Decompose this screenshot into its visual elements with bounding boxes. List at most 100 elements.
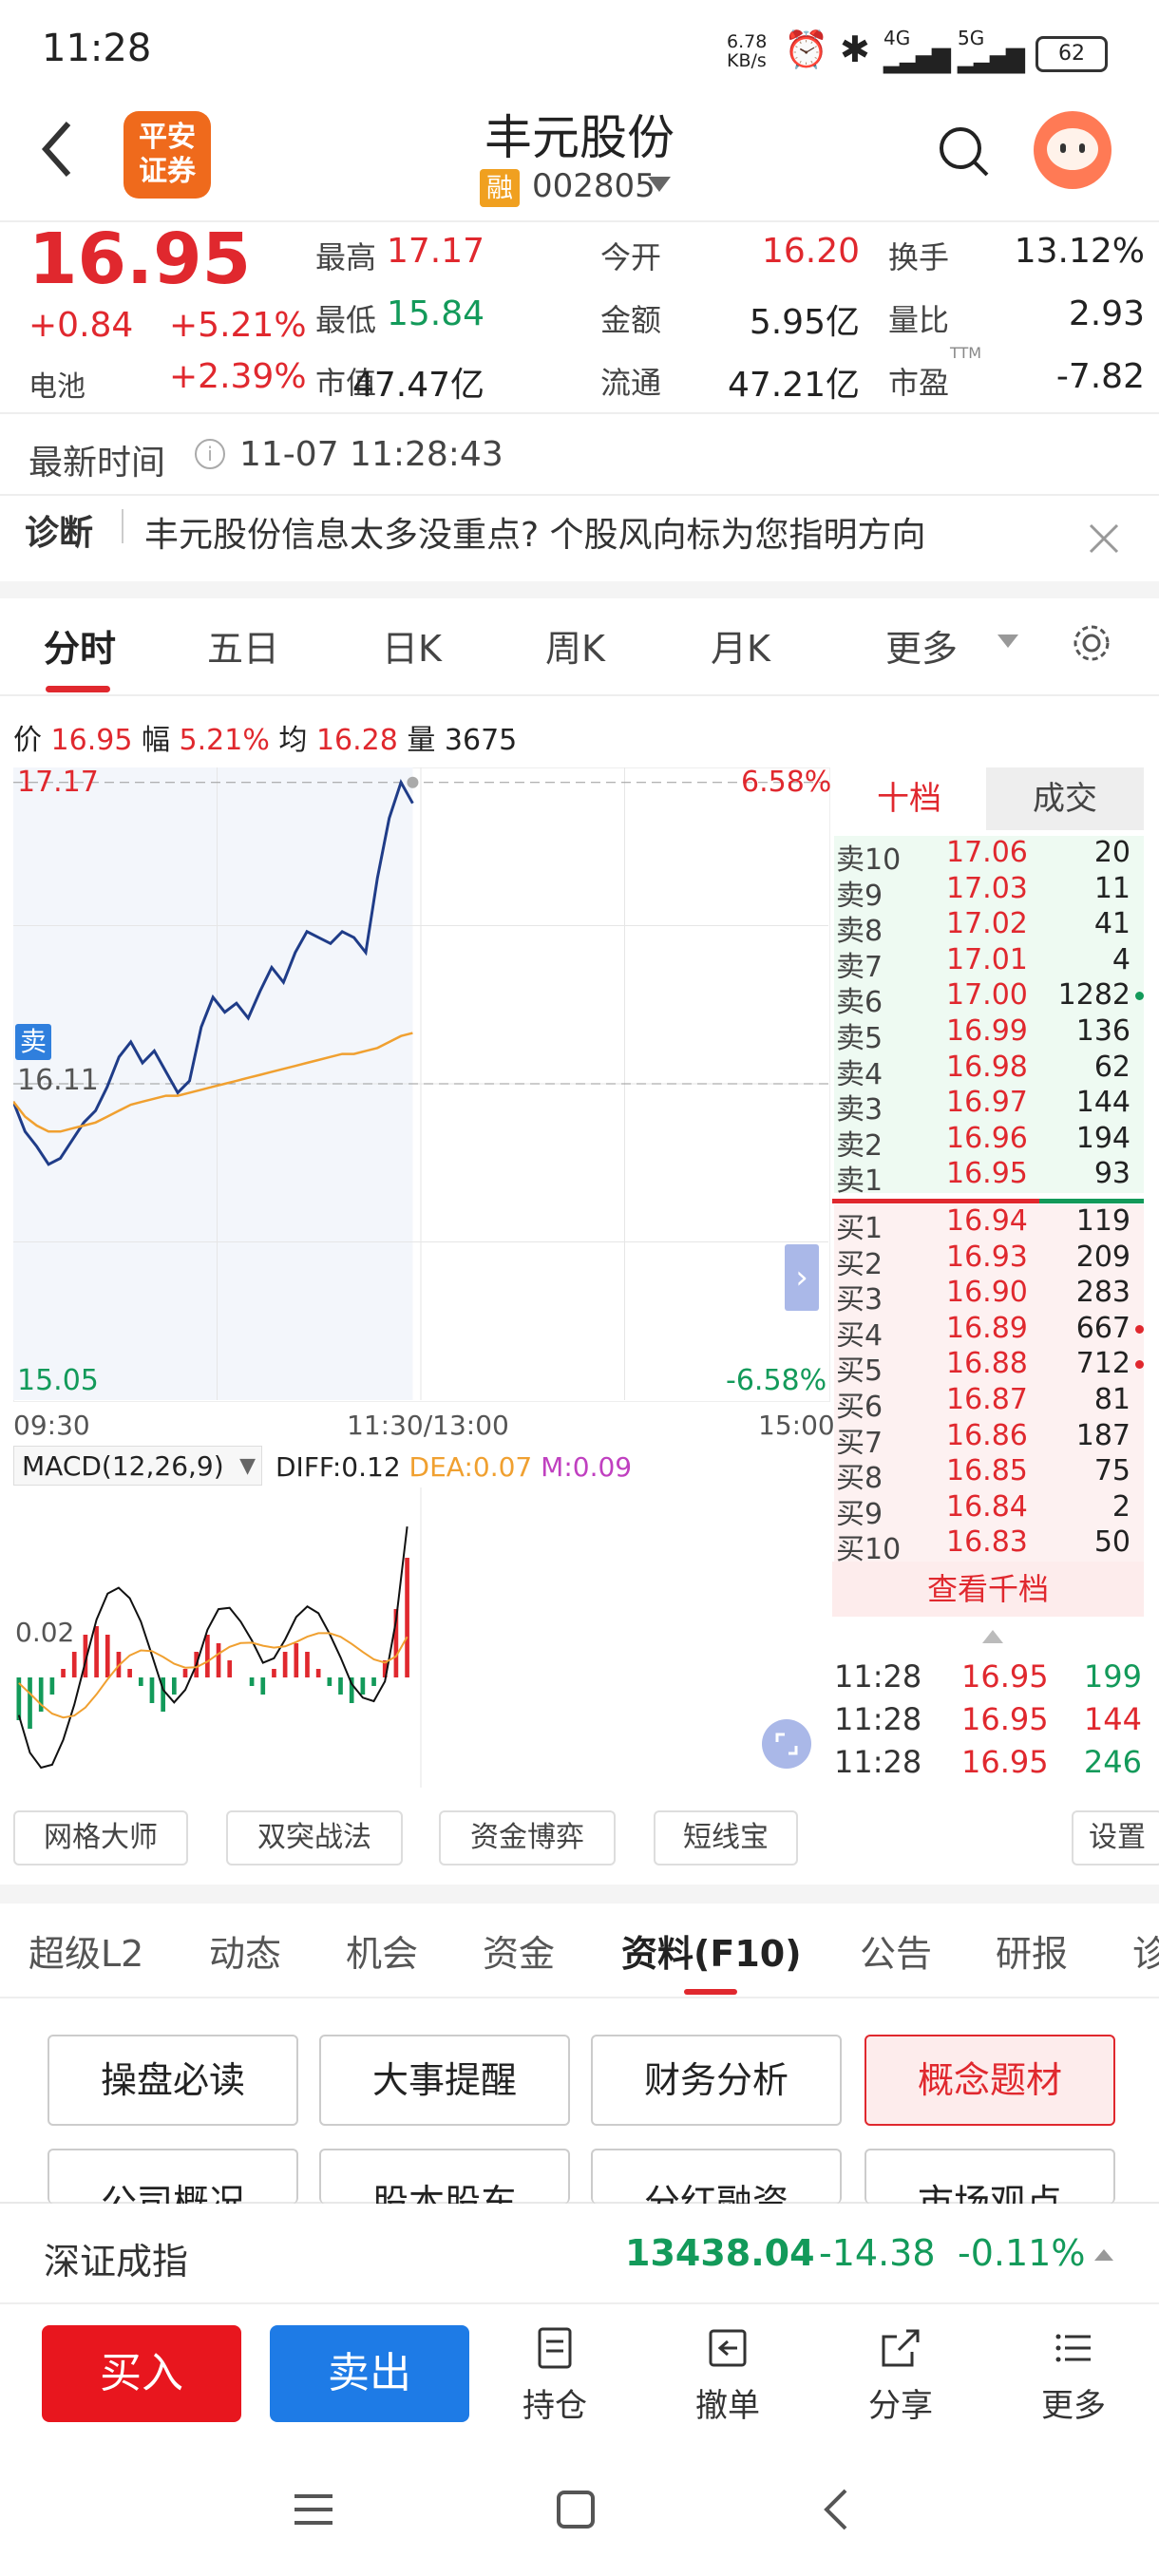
level-price: 16.86 [946, 1418, 1028, 1452]
order-book-row[interactable]: 买6 16.87 81 [834, 1383, 1144, 1424]
order-book-row[interactable]: 卖5 16.99 136 [834, 1014, 1144, 1055]
fullscreen-button[interactable] [762, 1719, 811, 1769]
search-button[interactable] [936, 123, 993, 184]
tool-button-3[interactable]: 短线宝 [654, 1810, 798, 1866]
macd-dea-line [18, 1632, 408, 1719]
tab-3[interactable]: 周K [545, 628, 605, 670]
order-book-row[interactable]: 卖10 17.06 20 [834, 836, 1144, 877]
level-label: 买6 [836, 1391, 884, 1424]
level-volume: 667 [1075, 1311, 1130, 1345]
chart-settings-button[interactable] [1070, 621, 1113, 669]
tool-button-2[interactable]: 资金博弈 [439, 1810, 616, 1866]
f10-button-5[interactable]: 股本股东 [319, 2149, 570, 2204]
info-tab-2[interactable]: 机会 [346, 1933, 419, 1975]
info-tab-5[interactable]: 公告 [860, 1933, 933, 1975]
stock-code[interactable]: 002805 [532, 167, 656, 205]
tab-1[interactable]: 五日 [207, 628, 280, 670]
f10-button-7[interactable]: 市场观点 [864, 2149, 1115, 2204]
level-price: 16.98 [946, 1050, 1028, 1084]
quote-stat-label: 换手 [888, 239, 950, 275]
f10-button-0[interactable]: 操盘必读 [48, 2035, 298, 2126]
tool-button-1[interactable]: 双突战法 [226, 1810, 403, 1866]
fullscreen-icon [775, 1733, 798, 1755]
macd-selector[interactable]: MACD(12,26,9) ▼ [13, 1446, 262, 1486]
quote-stat-value: 2.93 [1068, 294, 1145, 333]
close-icon [1089, 523, 1119, 554]
order-book-row[interactable]: 买7 16.86 187 [834, 1418, 1144, 1460]
index-expand-icon[interactable] [1094, 2249, 1113, 2261]
code-dropdown-icon[interactable] [648, 177, 671, 192]
diagnosis-text[interactable]: 丰元股份信息太多没重点? 个股风向标为您指明方向 [144, 516, 926, 555]
more-button[interactable]: 更多 [1016, 2325, 1130, 2426]
signal-icon: ▂▃▅▇ [884, 46, 951, 74]
info-tab-1[interactable]: 动态 [209, 1933, 282, 1975]
order-book-row[interactable]: 买4 16.89 667 [834, 1311, 1144, 1353]
cancel-order-icon [709, 2329, 747, 2367]
macd-bar [205, 1635, 210, 1677]
index-bar[interactable] [0, 2204, 1159, 2302]
macd-bar [272, 1669, 276, 1677]
info-tab-7[interactable]: 诊 [1132, 1933, 1159, 1975]
tool-button-0[interactable]: 网格大师 [13, 1810, 188, 1866]
sector-label[interactable]: 电池 [28, 370, 86, 404]
info-tab-0[interactable]: 超级L2 [28, 1933, 144, 1975]
order-book-row[interactable]: 卖9 17.03 11 [834, 871, 1144, 913]
tab-ten-levels[interactable]: 十档 [832, 767, 986, 830]
f10-button-4[interactable]: 公司概况 [48, 2149, 298, 2204]
back-nav-icon[interactable] [819, 2487, 853, 2532]
tab-0[interactable]: 分时 [44, 628, 117, 670]
order-book-row[interactable]: 卖1 16.95 93 [834, 1157, 1144, 1198]
order-book-row[interactable]: 卖8 17.02 41 [834, 907, 1144, 948]
ask-bid-divider-red [832, 1199, 1039, 1203]
holdings-button[interactable]: 持仓 [498, 2325, 612, 2426]
info-icon[interactable]: i [195, 439, 225, 469]
order-book-row[interactable]: 买3 16.90 283 [834, 1276, 1144, 1316]
info-tab-3[interactable]: 资金 [483, 1933, 556, 1975]
info-tab-4[interactable]: 资料(F10) [621, 1933, 802, 1975]
f10-button-1[interactable]: 大事提醒 [319, 2035, 570, 2126]
buy-button[interactable]: 买入 [42, 2325, 241, 2422]
tab-4[interactable]: 月K [711, 628, 770, 670]
tab-5[interactable]: 更多 [885, 628, 959, 670]
macd-chart[interactable] [13, 1487, 828, 1788]
view-thousand-levels-button[interactable]: 查看千档 [832, 1562, 1144, 1617]
f10-button-3[interactable]: 概念题材 [864, 2035, 1115, 2126]
tab-trades[interactable]: 成交 [986, 767, 1144, 830]
quote-stat-value: 47.21亿 [727, 366, 860, 405]
order-book-row[interactable]: 买1 16.94 119 [834, 1204, 1144, 1245]
home-icon[interactable] [555, 2489, 597, 2530]
back-button[interactable] [38, 116, 76, 197]
tab-2[interactable]: 日K [382, 628, 442, 670]
f10-button-6[interactable]: 分红融资 [591, 2149, 842, 2204]
sell-button[interactable]: 卖出 [270, 2325, 469, 2422]
intraday-chart[interactable] [13, 767, 828, 1400]
order-book-row[interactable]: 买2 16.93 209 [834, 1240, 1144, 1281]
order-book-row[interactable]: 买5 16.88 712 [834, 1347, 1144, 1388]
avg-info-value: 16.28 [315, 724, 398, 757]
order-book-row[interactable]: 卖3 16.97 144 [834, 1086, 1144, 1127]
expand-panel-button[interactable]: › [785, 1244, 819, 1311]
f10-button-2[interactable]: 财务分析 [591, 2035, 842, 2126]
sell-marker[interactable]: 卖 [15, 1024, 51, 1060]
trade-time: 11:28 [834, 1744, 922, 1780]
order-book-row[interactable]: 买9 16.84 2 [834, 1489, 1144, 1531]
order-book-row[interactable]: 卖4 16.98 62 [834, 1050, 1144, 1091]
tool-button-4[interactable]: 设置 [1072, 1810, 1159, 1866]
order-book-row[interactable]: 买10 16.83 50 [834, 1525, 1144, 1566]
close-diagnosis-button[interactable] [1088, 522, 1120, 559]
order-book-row[interactable]: 买8 16.85 75 [834, 1454, 1144, 1495]
more-dropdown-icon[interactable] [998, 635, 1018, 648]
avatar[interactable] [1034, 111, 1112, 189]
order-book-row[interactable]: 卖6 17.00 1282 [834, 978, 1144, 1019]
order-book-row[interactable]: 卖2 16.96 194 [834, 1121, 1144, 1163]
order-book-row[interactable]: 卖7 17.01 4 [834, 942, 1144, 984]
recents-icon[interactable] [291, 2489, 336, 2530]
share-button[interactable]: 分享 [844, 2325, 958, 2426]
collapse-up-icon[interactable] [982, 1630, 1003, 1643]
level-volume: 119 [1075, 1204, 1130, 1238]
trade-volume: 144 [1083, 1701, 1142, 1737]
cancel-order-button[interactable]: 撤单 [671, 2325, 785, 2426]
level-volume: 41 [1093, 907, 1130, 941]
info-tab-6[interactable]: 研报 [996, 1933, 1069, 1975]
macd-dropdown-icon: ▼ [239, 1454, 256, 1478]
